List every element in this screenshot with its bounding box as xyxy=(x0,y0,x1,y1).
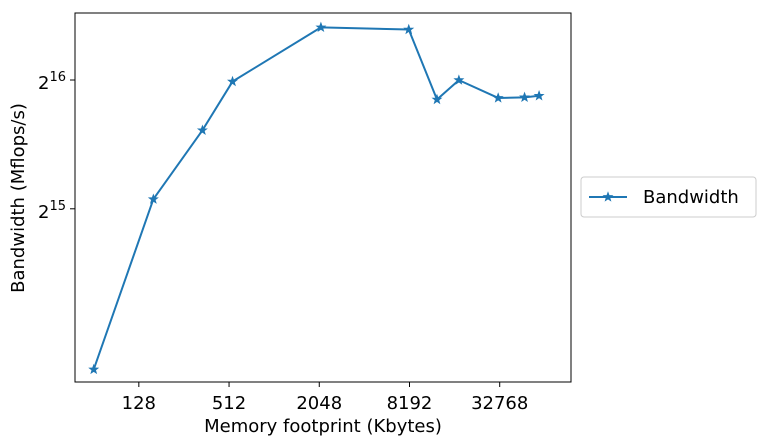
y-tick-label: 216 xyxy=(38,70,66,94)
legend: Bandwidth xyxy=(580,176,757,218)
x-tick-label: 8192 xyxy=(387,393,433,414)
series-layer xyxy=(88,21,545,375)
data-point-marker xyxy=(315,21,327,33)
data-point-marker xyxy=(227,75,238,87)
x-tick-label: 32768 xyxy=(471,393,528,414)
x-tick-label: 2048 xyxy=(296,393,342,414)
x-axis-ticks: 128 512 2048 8192 32768 xyxy=(122,382,528,414)
y-tick-label: 215 xyxy=(38,199,66,223)
x-tick-label: 128 xyxy=(122,393,156,414)
data-point-marker xyxy=(453,74,465,85)
legend-box xyxy=(580,176,757,218)
data-point-marker xyxy=(519,91,531,103)
x-tick-label: 512 xyxy=(212,393,246,414)
data-point-marker xyxy=(147,193,159,204)
plot-frame xyxy=(74,12,572,383)
y-axis-ticks: 215 216 xyxy=(38,70,75,223)
legend-label: Bandwidth xyxy=(643,187,739,208)
x-axis-label: Memory footprint (Kbytes) xyxy=(204,416,442,437)
y-axis-label: Bandwidth (Mflops/s) xyxy=(8,103,29,293)
data-point-marker xyxy=(492,92,504,103)
data-point-marker xyxy=(88,363,100,375)
data-point-marker xyxy=(431,93,443,105)
data-point-marker xyxy=(196,124,208,135)
legend-marker-swatch xyxy=(602,191,614,202)
data-point-marker xyxy=(533,90,545,101)
data-point-marker xyxy=(403,23,415,35)
